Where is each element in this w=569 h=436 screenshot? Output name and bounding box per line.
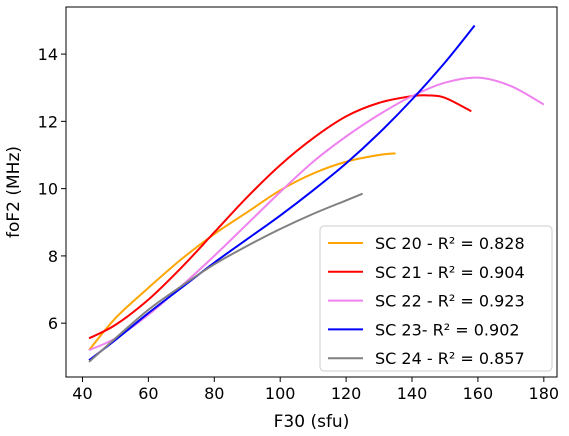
- x-tick-label: 80: [204, 384, 224, 403]
- x-tick-label: 180: [529, 384, 560, 403]
- legend-entry-5: SC 24 - R² = 0.857: [375, 349, 525, 368]
- x-axis-label: F30 (sfu): [274, 412, 350, 432]
- y-tick-label: 14: [38, 45, 58, 64]
- y-axis-label: foF2 (MHz): [4, 146, 24, 238]
- y-tick-label: 6: [48, 314, 58, 333]
- legend-box: [319, 225, 553, 372]
- x-tick-label: 120: [331, 384, 362, 403]
- legend-entry-4: SC 23- R² = 0.902: [375, 320, 520, 339]
- legend-entry-2: SC 21 - R² = 0.904: [375, 263, 525, 282]
- x-tick-label: 140: [397, 384, 428, 403]
- plot-frame: [65, 6, 558, 378]
- legend-entry-3: SC 22 - R² = 0.923: [375, 292, 525, 311]
- y-axis-ticks: 6 8 10 12 14: [38, 45, 66, 333]
- legend: SC 20 - R² = 0.828 SC 21 - R² = 0.904 SC 2…: [319, 225, 553, 372]
- x-tick-label: 40: [72, 384, 92, 403]
- y-tick-label: 12: [38, 112, 58, 131]
- plot-lines: [88, 24, 545, 363]
- series-line-5: [88, 192, 363, 363]
- series-line-2: [88, 94, 472, 340]
- x-tick-label: 100: [265, 384, 296, 403]
- series-line-4: [88, 24, 476, 361]
- y-tick-label: 8: [48, 247, 58, 266]
- series-line-1: [88, 152, 396, 351]
- y-tick-label: 10: [38, 180, 58, 199]
- x-tick-label: 60: [138, 384, 158, 403]
- x-tick-label: 160: [463, 384, 494, 403]
- legend-entry-1: SC 20 - R² = 0.828: [375, 234, 525, 253]
- x-axis-ticks: 40 60 80 100 120 140 160 180: [72, 377, 559, 403]
